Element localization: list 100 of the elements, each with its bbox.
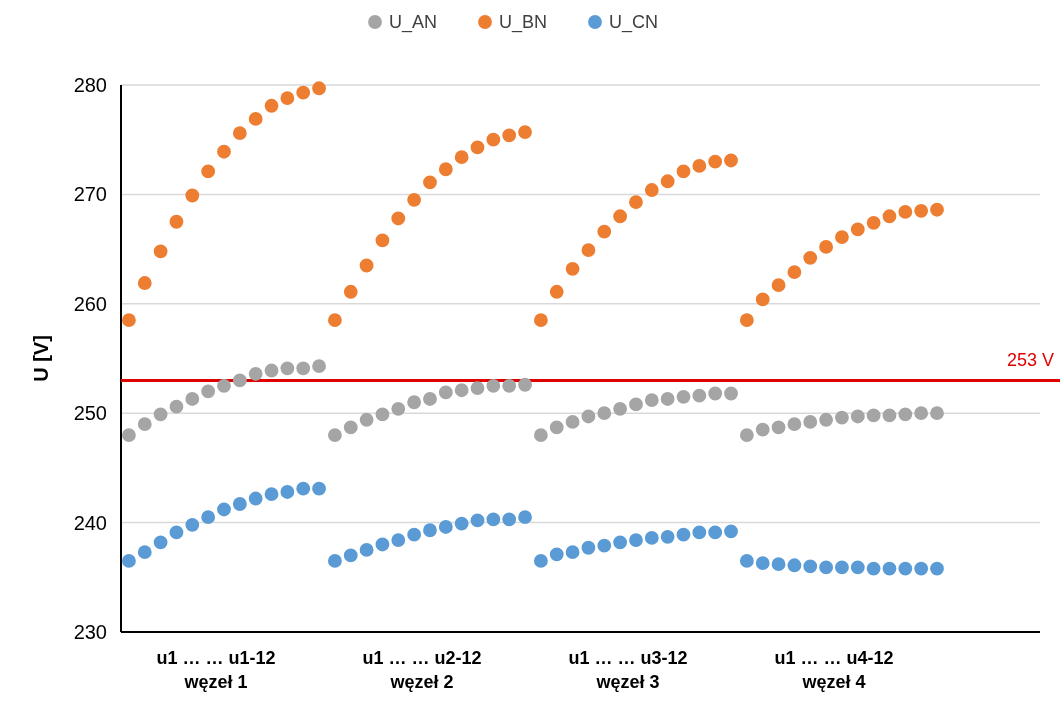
point: [122, 313, 136, 328]
point: [232, 373, 247, 388]
point: [581, 540, 596, 555]
point: [312, 81, 326, 96]
point: [264, 487, 279, 502]
point: [819, 560, 833, 575]
point: [454, 516, 469, 531]
ref-line-label: 253 V: [1006, 350, 1054, 371]
point: [375, 407, 390, 422]
point: [470, 381, 485, 395]
point: [137, 417, 152, 432]
point: [724, 153, 738, 168]
point: [137, 276, 152, 290]
point: [581, 243, 596, 258]
point: [359, 412, 374, 427]
point: [264, 98, 279, 113]
point: [153, 244, 168, 259]
point: [185, 188, 200, 203]
point: [882, 561, 897, 576]
text: u1 … … u1-12 węzeł 1: [156, 648, 276, 692]
y-axis-title: U [V]: [30, 335, 52, 382]
point: [835, 410, 849, 425]
y-tick-label: 230: [73, 621, 107, 643]
point: [850, 560, 865, 575]
point: [359, 543, 374, 557]
point: [486, 512, 501, 527]
y-tick-label: 260: [73, 292, 107, 315]
point: [692, 159, 707, 173]
point: [866, 561, 881, 576]
point: [232, 497, 247, 511]
point: [850, 409, 865, 424]
point: [644, 531, 659, 545]
point: [391, 401, 406, 416]
point: [454, 383, 469, 398]
point: [122, 428, 136, 442]
point: [755, 292, 770, 307]
point: [486, 378, 501, 393]
point: [470, 140, 485, 155]
point: [312, 359, 326, 374]
point: [803, 559, 818, 574]
point: [328, 553, 342, 568]
point: [407, 192, 422, 207]
point: [708, 154, 723, 169]
point: [201, 384, 216, 399]
legend-label: U_AN: [389, 12, 438, 34]
y-tick-label: 270: [73, 183, 107, 206]
point: [930, 561, 944, 576]
point: [423, 523, 437, 538]
point: [502, 128, 517, 143]
point: [803, 415, 818, 429]
point: [296, 481, 311, 496]
point: [819, 240, 833, 254]
point: [898, 205, 913, 219]
point: [771, 420, 786, 435]
point: [835, 560, 849, 575]
text: u1 … … u2-12 węzeł 2: [362, 648, 482, 692]
point: [930, 406, 944, 421]
point: [866, 215, 881, 230]
point: [533, 313, 548, 328]
point: [264, 363, 279, 378]
point: [676, 389, 691, 404]
text: u1 … … u3-12 węzeł 3: [568, 648, 688, 692]
point: [328, 428, 342, 442]
point: [819, 412, 833, 427]
point: [518, 125, 532, 139]
point: [502, 378, 517, 393]
point: [565, 261, 580, 276]
point: [502, 512, 517, 527]
point: [692, 388, 707, 403]
point: [660, 529, 675, 544]
point: [581, 409, 596, 424]
point: [232, 126, 247, 141]
legend-label: U_CN: [609, 12, 659, 34]
point: [771, 278, 786, 293]
point: [296, 85, 311, 100]
point: [359, 258, 374, 273]
point: [248, 366, 263, 381]
point: [343, 284, 358, 299]
point: [280, 91, 295, 106]
point: [248, 112, 263, 126]
point: [343, 420, 358, 435]
point: [201, 510, 216, 525]
legend-label: U_BN: [499, 12, 548, 34]
point: [597, 406, 612, 421]
text: u1 … … u4-12 węzeł 4: [774, 648, 894, 692]
point: [280, 485, 295, 499]
point: [518, 377, 532, 392]
point: [248, 491, 263, 506]
point: [803, 250, 818, 265]
point: [169, 525, 184, 540]
point: [660, 174, 675, 189]
point: [787, 265, 802, 279]
point: [122, 553, 136, 568]
point: [533, 553, 548, 568]
point: [565, 545, 580, 560]
point: [629, 533, 643, 547]
point: [454, 150, 469, 165]
point: [518, 510, 532, 525]
point: [613, 209, 628, 224]
point: [755, 422, 770, 437]
